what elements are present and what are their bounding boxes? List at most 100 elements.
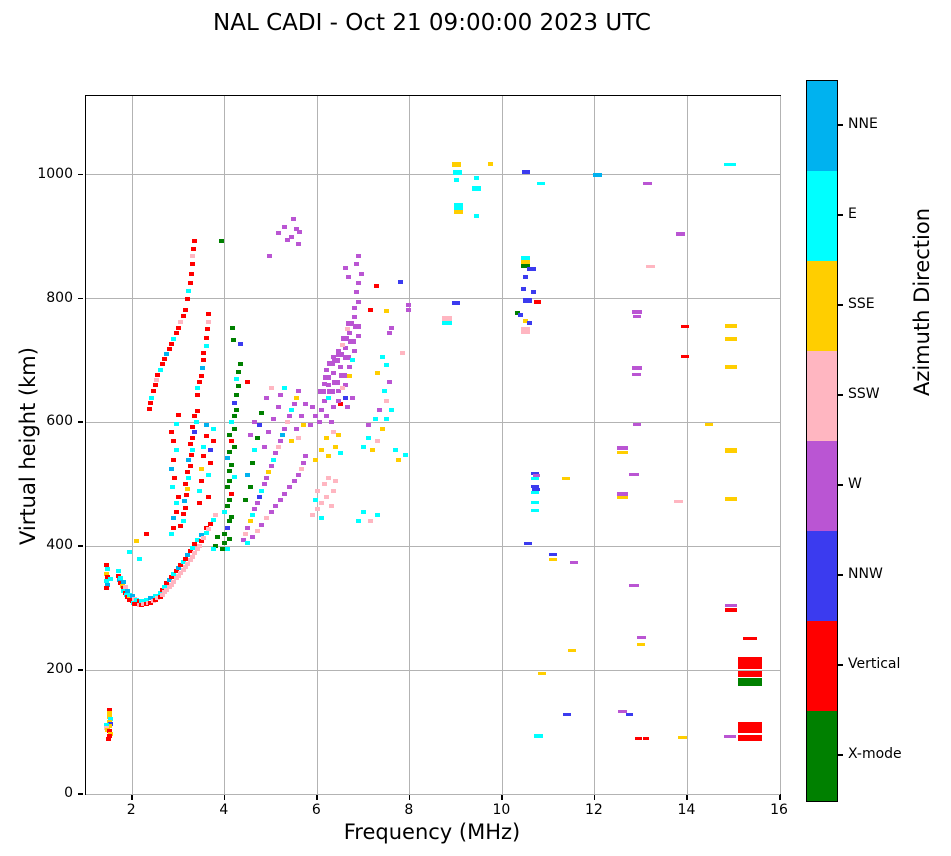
- data-point: [169, 531, 175, 536]
- data-point: [116, 578, 122, 583]
- data-point: [106, 719, 112, 724]
- data-point: [725, 324, 738, 329]
- data-point: [561, 476, 570, 480]
- data-point: [324, 367, 330, 372]
- data-point: [453, 202, 463, 211]
- data-point: [632, 314, 641, 318]
- data-point: [326, 476, 332, 481]
- data-point: [294, 395, 299, 400]
- data-point: [374, 370, 380, 375]
- data-point: [395, 457, 401, 462]
- data-point: [189, 262, 195, 267]
- colorbar-segment-w: [807, 441, 837, 531]
- data-point: [115, 569, 121, 574]
- colorbar-label: W: [848, 476, 862, 492]
- data-point: [107, 731, 113, 736]
- data-point: [531, 488, 540, 492]
- data-point: [349, 358, 355, 363]
- data-point: [226, 450, 232, 455]
- data-point: [182, 556, 188, 561]
- data-point: [342, 265, 348, 270]
- data-point: [333, 445, 339, 450]
- data-point: [327, 388, 336, 394]
- data-point: [155, 373, 161, 378]
- data-point: [345, 320, 354, 326]
- data-point: [263, 516, 269, 521]
- data-point: [226, 479, 232, 484]
- data-point: [270, 457, 276, 462]
- x-tick-mark: [316, 795, 318, 800]
- data-point: [172, 476, 178, 481]
- data-point: [351, 305, 357, 310]
- colorbar-tick-mark: [838, 754, 843, 756]
- data-point: [229, 462, 235, 467]
- x-tick-label: 12: [585, 802, 603, 818]
- data-point: [725, 365, 738, 370]
- colorbar-label: NNE: [848, 116, 878, 132]
- colorbar-tick-mark: [838, 394, 843, 396]
- data-point: [195, 386, 201, 391]
- data-point: [193, 420, 199, 425]
- data-point: [331, 357, 340, 363]
- data-point: [342, 395, 348, 400]
- data-point: [737, 682, 762, 687]
- data-point: [229, 514, 235, 519]
- data-point: [549, 557, 558, 561]
- data-point: [356, 281, 362, 286]
- data-point: [341, 336, 350, 342]
- data-point: [319, 448, 325, 453]
- data-point: [194, 409, 200, 414]
- data-point: [617, 451, 629, 455]
- data-point: [219, 547, 225, 552]
- colorbar-segment-nnw: [807, 531, 837, 621]
- data-point: [149, 395, 155, 400]
- data-point: [365, 423, 371, 428]
- data-point: [203, 434, 209, 439]
- data-point: [263, 476, 269, 481]
- data-point: [170, 484, 176, 489]
- data-point: [298, 466, 304, 471]
- data-point: [282, 426, 288, 431]
- data-point: [335, 389, 341, 394]
- data-point: [152, 593, 158, 598]
- data-point: [192, 551, 198, 556]
- data-point: [521, 326, 531, 334]
- data-point: [210, 426, 216, 431]
- data-point: [530, 477, 539, 481]
- data-point: [171, 579, 177, 584]
- data-point: [159, 362, 165, 367]
- data-point: [327, 361, 336, 367]
- data-point: [365, 435, 371, 440]
- data-point: [196, 488, 202, 493]
- colorbar-segment-e: [807, 171, 837, 261]
- data-point: [206, 473, 212, 478]
- data-point: [186, 457, 192, 462]
- data-point: [240, 538, 246, 543]
- data-point: [107, 717, 113, 722]
- data-point: [388, 325, 394, 330]
- data-point: [178, 570, 184, 575]
- x-gridline: [409, 96, 411, 794]
- data-point: [190, 246, 196, 251]
- data-point: [162, 585, 168, 590]
- colorbar-tick-mark: [838, 214, 843, 216]
- data-point: [372, 417, 378, 422]
- data-point: [631, 310, 642, 315]
- y-tick-label: 800: [46, 289, 73, 306]
- data-point: [296, 435, 302, 440]
- data-point: [343, 354, 352, 360]
- chart-title: NAL CADI - Oct 21 09:00:00 2023 UTC: [213, 10, 651, 36]
- data-point: [270, 417, 276, 422]
- colorbar-label: X-mode: [848, 746, 902, 762]
- data-point: [169, 582, 175, 587]
- data-point: [521, 169, 530, 174]
- data-point: [384, 417, 390, 422]
- data-point: [521, 259, 531, 264]
- data-point: [317, 420, 323, 425]
- data-point: [321, 381, 327, 386]
- data-point: [324, 414, 330, 419]
- data-point: [105, 736, 111, 741]
- data-point: [171, 525, 177, 530]
- data-point: [185, 487, 191, 492]
- data-point: [381, 389, 387, 394]
